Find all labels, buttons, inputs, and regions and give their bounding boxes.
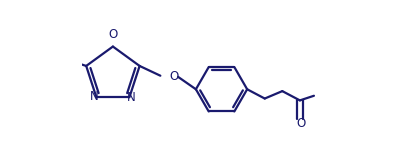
Text: O: O — [169, 70, 179, 83]
Text: N: N — [90, 90, 99, 103]
Text: O: O — [108, 28, 118, 41]
Text: O: O — [297, 117, 306, 130]
Text: N: N — [127, 91, 136, 104]
